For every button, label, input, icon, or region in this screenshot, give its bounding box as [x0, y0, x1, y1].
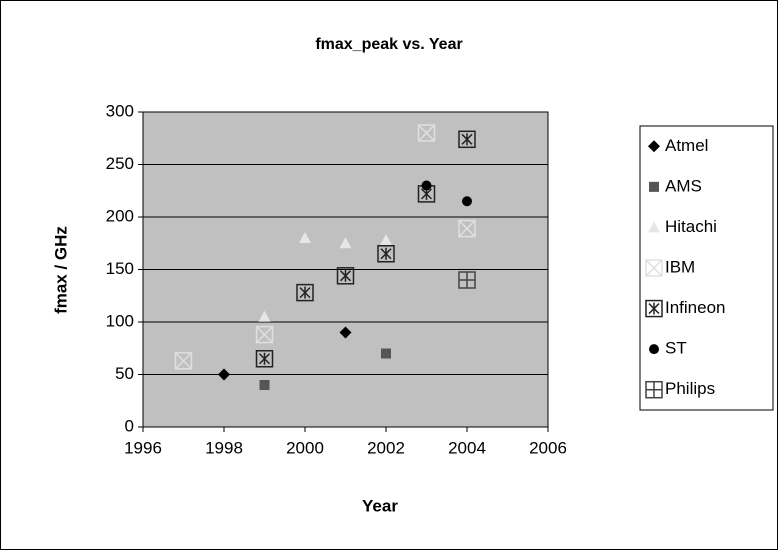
marker [296, 283, 314, 302]
marker [462, 196, 472, 207]
y-tick-label: 0 [125, 416, 134, 435]
marker-part [381, 348, 391, 359]
legend-marker [648, 140, 660, 153]
marker-part [296, 283, 314, 302]
marker [458, 271, 476, 289]
marker-part [377, 245, 395, 263]
legend-marker [645, 299, 663, 318]
marker-part [380, 234, 392, 246]
legend-label: AMS [665, 176, 702, 195]
marker-part [255, 326, 274, 344]
marker [377, 245, 395, 263]
marker-part [458, 130, 476, 149]
marker [259, 380, 270, 390]
marker-part [645, 299, 663, 318]
marker [417, 124, 436, 142]
x-tick-label: 2006 [529, 438, 567, 457]
marker [339, 326, 352, 339]
legend-label: Hitachi [665, 217, 717, 236]
marker [174, 352, 193, 370]
x-tick-label: 1998 [205, 438, 243, 457]
y-tick-label: 300 [106, 101, 134, 120]
marker-part [458, 220, 476, 238]
legend-label: IBM [665, 257, 695, 276]
y-tick-label: 100 [106, 311, 134, 330]
marker-part [645, 259, 663, 277]
marker-part [218, 368, 230, 381]
marker [421, 180, 432, 191]
marker-part [339, 326, 352, 339]
marker-part [421, 180, 432, 191]
marker-part [648, 221, 660, 233]
chart-title: fmax_peak vs. Year [315, 36, 462, 53]
marker-part [255, 350, 274, 368]
marker-part [649, 181, 659, 192]
marker [255, 350, 274, 368]
legend-label: Philips [665, 379, 715, 398]
marker-part [174, 352, 193, 370]
marker [380, 234, 392, 246]
x-tick-label: 2000 [286, 438, 324, 457]
marker [258, 310, 271, 322]
legend-marker [649, 344, 659, 355]
legend-label: Atmel [665, 136, 708, 155]
y-axis-label: fmax / GHz [51, 226, 70, 314]
x-tick-label: 2002 [367, 438, 405, 457]
x-tick-label: 1996 [124, 438, 162, 457]
marker-part [648, 140, 660, 153]
marker-part [299, 232, 311, 243]
y-tick-label: 200 [106, 206, 134, 225]
marker-part [458, 219, 476, 238]
legend-label: Infineon [665, 298, 726, 317]
marker-part [258, 310, 271, 322]
legend-marker [649, 181, 659, 192]
marker [255, 325, 274, 344]
marker-part [645, 259, 663, 277]
marker-part [649, 344, 659, 355]
marker-part [462, 196, 472, 207]
marker [339, 237, 352, 249]
legend-marker [648, 221, 660, 233]
legend-marker [645, 259, 663, 277]
marker [381, 348, 391, 359]
marker-part [417, 124, 436, 142]
marker [299, 232, 311, 243]
marker [458, 219, 476, 238]
marker [336, 267, 355, 285]
marker-part [174, 352, 193, 370]
x-axis-label: Year [362, 496, 398, 515]
marker-part [417, 124, 436, 142]
marker-part [339, 237, 352, 249]
legend-marker [645, 380, 663, 399]
marker-part [255, 325, 274, 344]
marker [218, 368, 230, 381]
y-tick-label: 150 [106, 259, 134, 278]
marker-part [259, 380, 270, 390]
legend-label: ST [665, 339, 687, 358]
y-tick-label: 50 [115, 364, 134, 383]
marker [458, 130, 476, 149]
marker-part [336, 267, 355, 285]
x-tick-label: 2004 [448, 438, 486, 457]
y-tick-label: 250 [106, 154, 134, 173]
legend [639, 125, 774, 411]
